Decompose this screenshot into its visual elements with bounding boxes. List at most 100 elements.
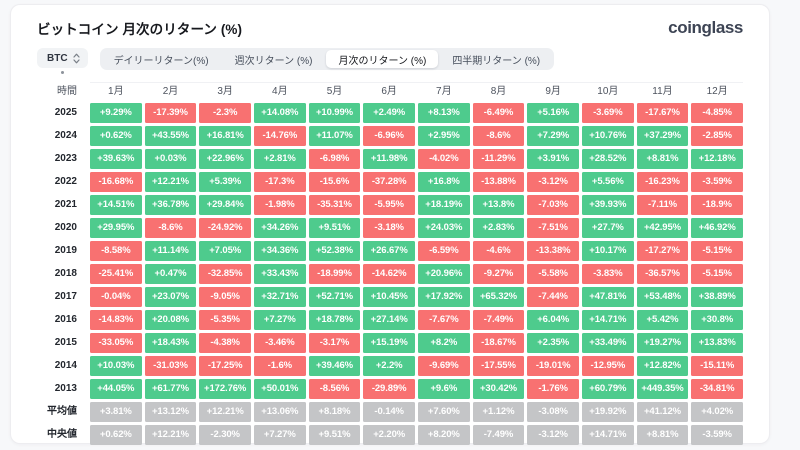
return-cell-中央値-m10: +14.71% — [582, 425, 634, 445]
row-label-平均値: 平均値 — [47, 406, 77, 417]
column-header-month-8: 8月 — [490, 86, 507, 97]
return-cell-平均値-m1: +3.81% — [90, 402, 142, 422]
tab-3[interactable]: 四半期リターン (%) — [440, 50, 552, 68]
return-cell-2023-m9: +3.91% — [527, 149, 579, 169]
return-period-tabs: デイリーリターン(%) 週次リターン (%) 月次のリターン (%) 四半期リターン … — [99, 48, 555, 70]
return-cell-2025-m3: -2.3% — [199, 103, 251, 123]
return-cell-2022-m3: +5.39% — [199, 172, 251, 192]
return-cell-2015-m1: -33.05% — [90, 333, 142, 353]
return-cell-2014-m4: -1.6% — [254, 356, 306, 376]
return-cell-2013-m1: +44.05% — [90, 379, 142, 399]
return-cell-2017-m11: +53.48% — [636, 287, 689, 307]
return-cell-2018-m4: +33.43% — [254, 264, 306, 284]
return-cell-2015-m3: -4.38% — [199, 333, 251, 353]
return-cell-2025-m1: +9.29% — [90, 103, 142, 123]
return-cell-2020-m11: +42.95% — [636, 218, 689, 238]
return-cell-2018-m8: -9.27% — [472, 264, 525, 284]
return-cell-2021-m7: +18.19% — [418, 195, 470, 215]
return-cell-2021-m10: +39.93% — [582, 195, 634, 215]
return-cell-中央値-m9: -3.12% — [527, 425, 579, 445]
return-cell-2019-m12: -5.15% — [691, 241, 743, 261]
row-label-2019: 2019 — [54, 245, 77, 256]
return-cell-2020-m4: +34.26% — [254, 218, 306, 238]
return-cell-2019-m11: -17.27% — [636, 241, 689, 261]
return-cell-中央値-m7: +8.20% — [418, 425, 470, 445]
return-cell-平均値-m4: +13.06% — [254, 402, 306, 422]
return-cell-2013-m10: +60.79% — [582, 379, 634, 399]
row-label-2024: 2024 — [54, 130, 77, 141]
return-cell-2021-m4: -1.98% — [254, 195, 306, 215]
row-label-2023: 2023 — [54, 153, 77, 164]
return-cell-2015-m2: +18.43% — [144, 333, 197, 353]
return-cell-2023-m8: -11.29% — [472, 149, 525, 169]
return-cell-2017-m6: +10.45% — [363, 287, 415, 307]
return-cell-平均値-m11: +41.12% — [636, 402, 689, 422]
return-cell-2017-m4: +32.71% — [254, 287, 306, 307]
return-cell-2021-m3: +29.84% — [199, 195, 251, 215]
return-cell-2024-m4: -14.76% — [254, 126, 306, 146]
return-cell-中央値-m12: -3.59% — [691, 425, 743, 445]
return-cell-2018-m2: +0.47% — [144, 264, 197, 284]
return-cell-2013-m6: -29.89% — [363, 379, 415, 399]
return-cell-平均値-m7: +7.60% — [418, 402, 470, 422]
coinglass-logo[interactable]: coinglass — [668, 18, 743, 37]
return-cell-2018-m6: -14.62% — [363, 264, 415, 284]
return-cell-2014-m7: -9.69% — [418, 356, 470, 376]
return-cell-平均値-m8: +1.12% — [472, 402, 525, 422]
row-label-2017: 2017 — [54, 291, 77, 302]
symbol-select-value: BTC — [47, 52, 68, 64]
return-cell-2016-m5: +18.78% — [308, 310, 361, 330]
tab-0[interactable]: デイリーリターン(%) — [102, 50, 221, 68]
return-cell-平均値-m2: +13.12% — [144, 402, 197, 422]
column-header-month-9: 9月 — [545, 86, 561, 97]
return-cell-平均値-m9: -3.08% — [527, 402, 579, 422]
return-cell-2014-m8: -17.55% — [472, 356, 525, 376]
return-cell-2017-m5: +52.71% — [308, 287, 361, 307]
tab-1[interactable]: 週次リターン (%) — [223, 50, 325, 68]
return-cell-2018-m5: -18.99% — [308, 264, 361, 284]
symbol-select[interactable]: BTC — [37, 48, 88, 68]
return-cell-2022-m8: -13.88% — [472, 172, 525, 192]
return-cell-2014-m10: -12.95% — [582, 356, 634, 376]
tab-2-active[interactable]: 月次のリターン (%) — [326, 50, 439, 68]
return-cell-2021-m11: -7.11% — [636, 195, 689, 215]
return-cell-2021-m9: -7.03% — [527, 195, 579, 215]
return-cell-2019-m2: +11.14% — [144, 241, 197, 261]
return-cell-2022-m2: +12.21% — [144, 172, 197, 192]
unfold-chevrons-icon — [72, 53, 80, 63]
return-cell-2025-m2: -17.39% — [144, 103, 197, 123]
return-cell-中央値-m11: +8.81% — [636, 425, 689, 445]
return-cell-2024-m1: +0.62% — [90, 126, 142, 146]
return-cell-2023-m1: +39.63% — [90, 149, 142, 169]
return-cell-2013-m7: +9.6% — [418, 379, 470, 399]
return-cell-2024-m6: -6.96% — [363, 126, 415, 146]
return-cell-2014-m9: -19.01% — [527, 356, 579, 376]
return-cell-2017-m8: +65.32% — [472, 287, 525, 307]
return-cell-2016-m6: +27.14% — [363, 310, 415, 330]
return-cell-2020-m3: -24.92% — [199, 218, 251, 238]
return-cell-2021-m5: -35.31% — [308, 195, 361, 215]
column-header-month-2: 2月 — [162, 86, 179, 97]
return-cell-2015-m9: +2.35% — [527, 333, 579, 353]
return-cell-2014-m11: +12.82% — [636, 356, 689, 376]
row-label-2018: 2018 — [54, 268, 77, 279]
return-cell-2023-m6: +11.98% — [363, 149, 415, 169]
return-cell-2013-m9: -1.76% — [527, 379, 579, 399]
return-cell-2025-m12: -4.85% — [691, 103, 743, 123]
return-cell-2022-m7: +16.8% — [418, 172, 470, 192]
return-cell-中央値-m6: +2.20% — [363, 425, 415, 445]
return-cell-2018-m9: -5.58% — [527, 264, 579, 284]
return-cell-2015-m11: +19.27% — [636, 333, 689, 353]
return-cell-2020-m1: +29.95% — [90, 218, 142, 238]
return-cell-2020-m10: +27.7% — [582, 218, 634, 238]
return-cell-2019-m1: -8.58% — [90, 241, 142, 261]
row-label-2015: 2015 — [54, 337, 77, 348]
return-cell-2013-m3: +172.76% — [199, 379, 251, 399]
return-cell-2017-m10: +47.81% — [582, 287, 634, 307]
column-header-month-12: 12月 — [706, 86, 728, 97]
column-header-time: 時間 — [57, 86, 77, 97]
return-cell-2023-m11: +8.81% — [636, 149, 689, 169]
return-cell-2017-m7: +17.92% — [418, 287, 470, 307]
monthly-returns-card: ビットコイン 月次のリターン (%) coinglass BTC デイリーリター… — [10, 4, 770, 445]
table-wrap: 時間 1月 2月 3月 4月 5月 6月 7月 8月 9月 10月 11月 12月 2025 +9.29% -… — [37, 82, 743, 445]
